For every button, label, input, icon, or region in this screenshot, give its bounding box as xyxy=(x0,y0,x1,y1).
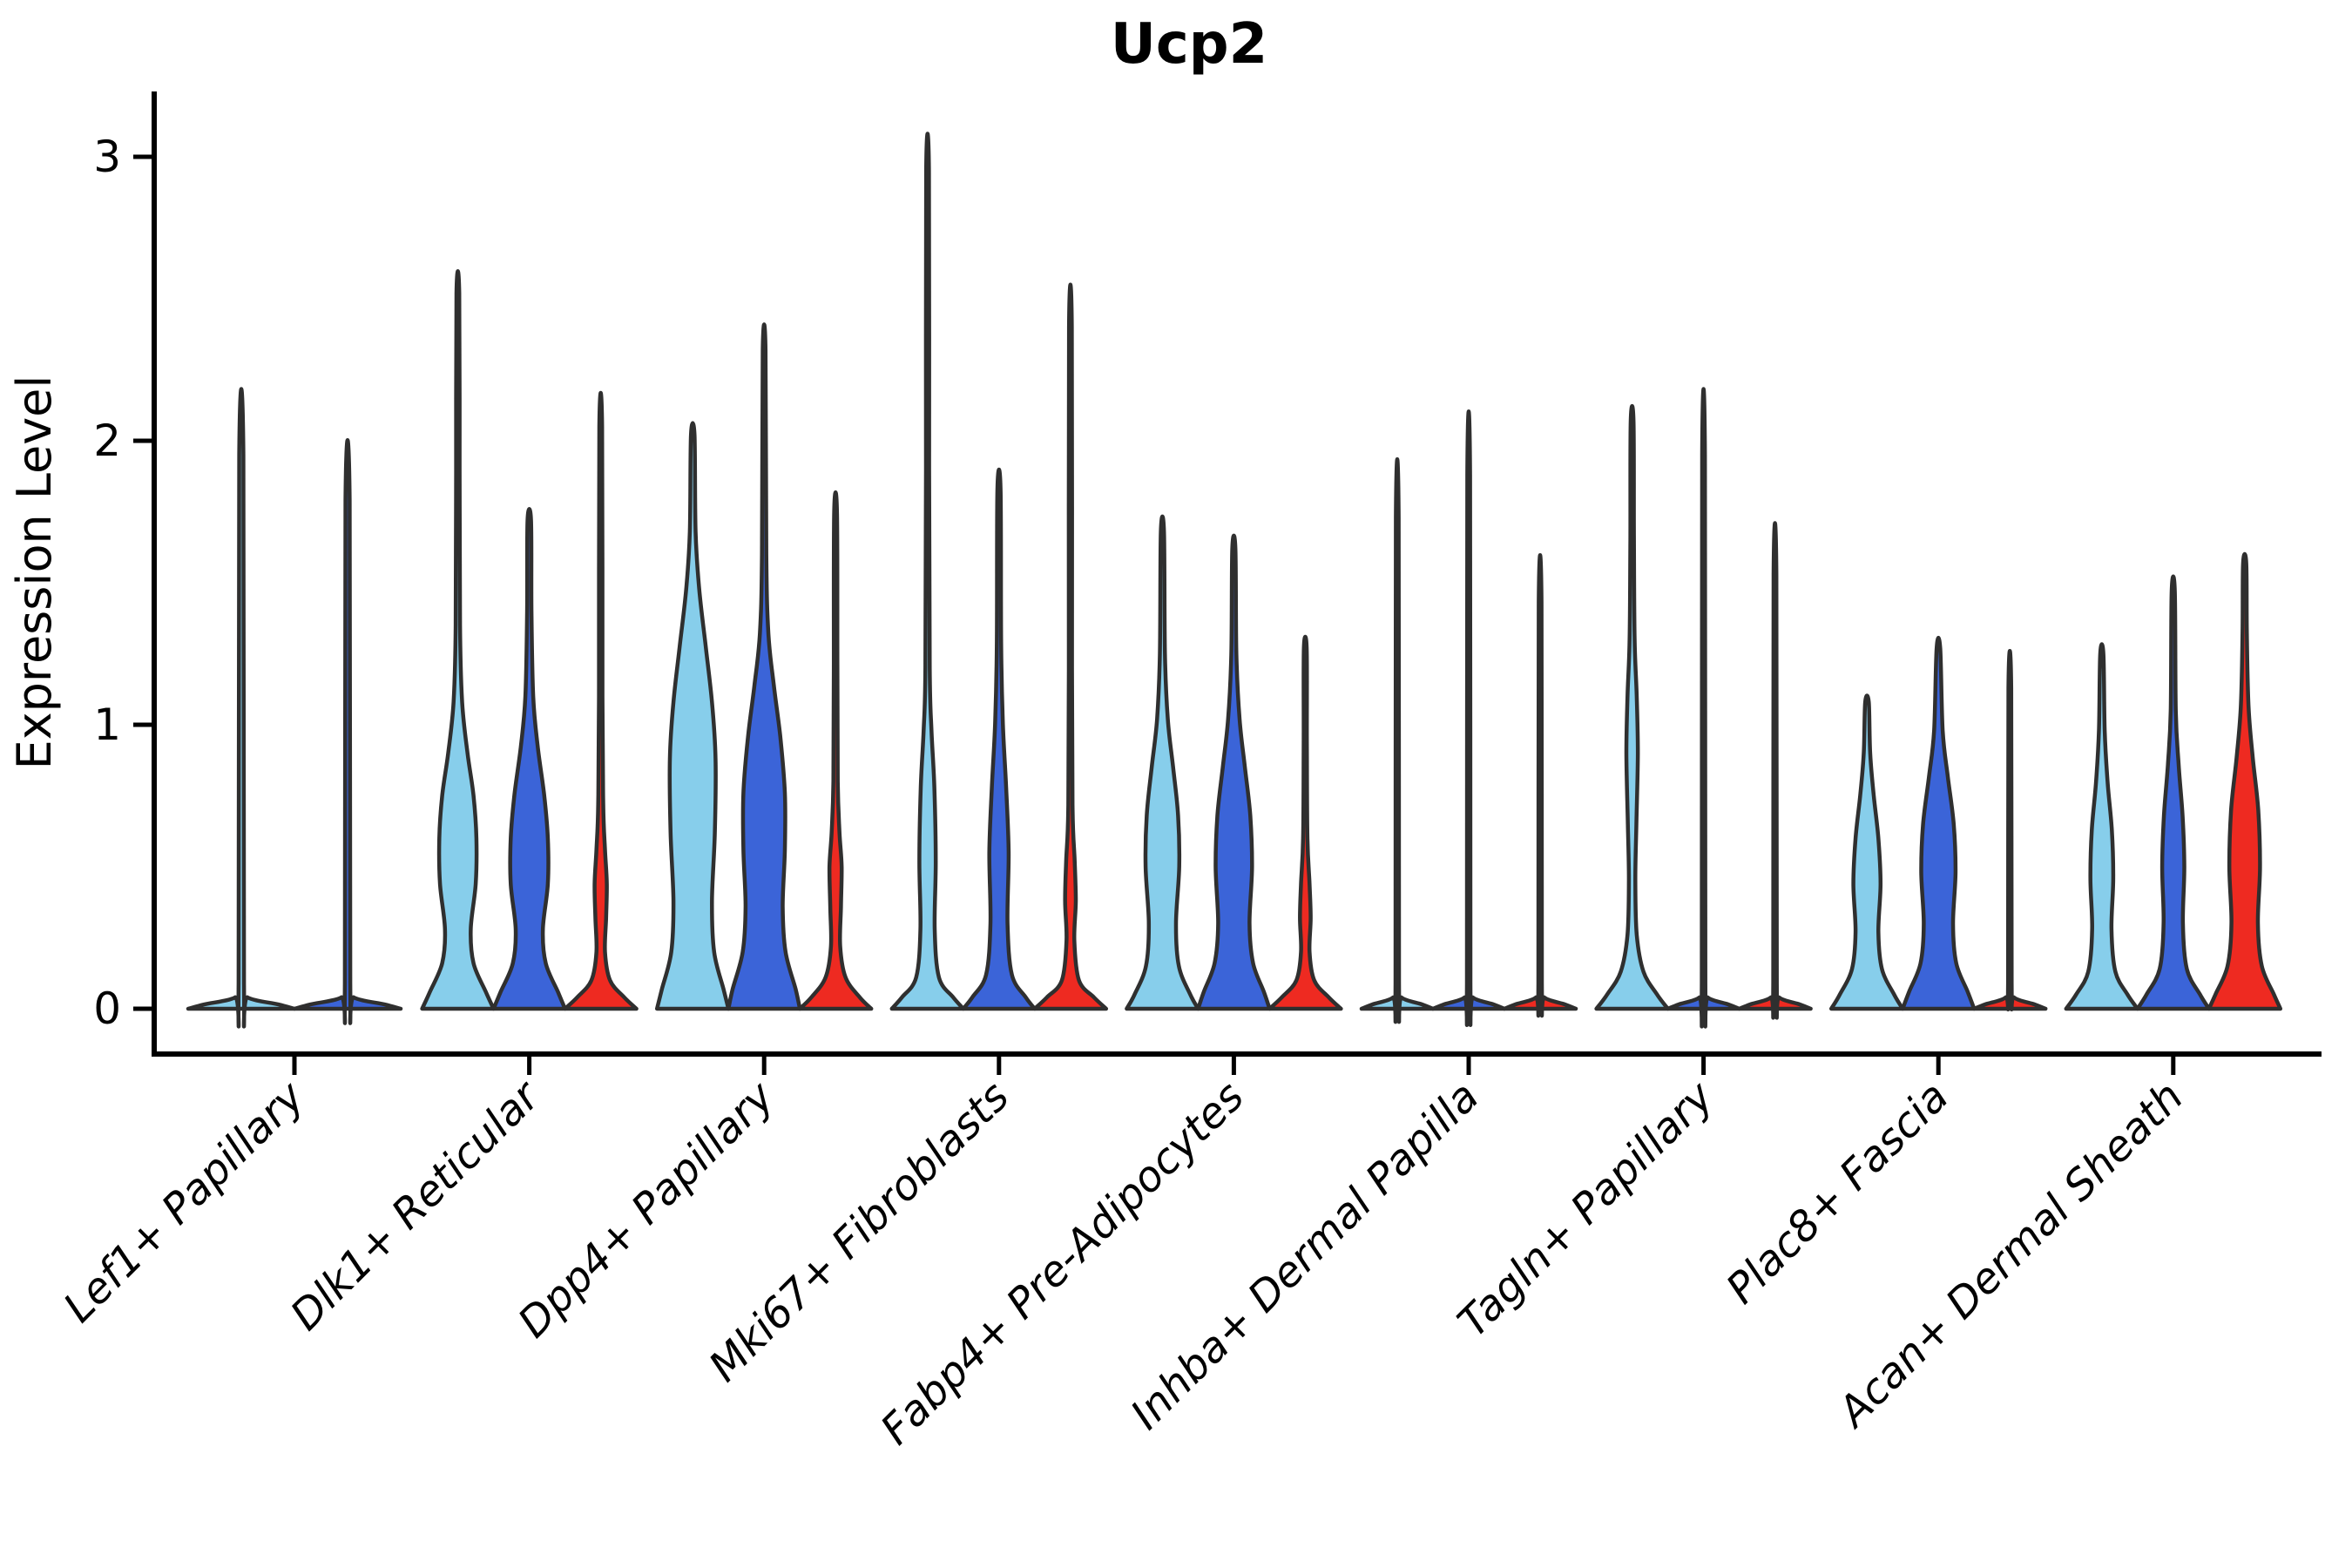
y-tick-label: 0 xyxy=(93,983,121,1034)
y-tick-label: 3 xyxy=(93,132,121,182)
x-tick-label-8: Plac8+ Fascia xyxy=(1717,1072,1958,1314)
violin-6-light_blue xyxy=(1359,456,1436,1024)
violin-2-light_blue xyxy=(420,269,496,1011)
violin-7-dark_blue xyxy=(1666,387,1741,1029)
x-tick-label-2: Dlk1+ Reticular xyxy=(281,1071,551,1341)
violin-4-light_blue xyxy=(889,132,966,1011)
violin-1-light_blue xyxy=(186,387,297,1029)
violin-8-light_blue xyxy=(1828,693,1905,1011)
x-tick-label-1: Lef1+ Papillary xyxy=(54,1071,314,1332)
violin-9-dark_blue xyxy=(2135,574,2212,1011)
violin-9-light_blue xyxy=(2064,642,2140,1011)
violin-8-red xyxy=(1971,649,2048,1011)
violin-8-dark_blue xyxy=(1900,635,1977,1011)
violin-3-dark_blue xyxy=(726,322,802,1011)
violin-3-red xyxy=(797,490,874,1011)
y-tick-label: 2 xyxy=(93,416,121,466)
violin-4-red xyxy=(1032,282,1109,1011)
violin-6-red xyxy=(1502,553,1578,1018)
x-tick-label-7: Tagln+ Papillary xyxy=(1449,1071,1724,1347)
violin-6-dark_blue xyxy=(1430,409,1507,1027)
violin-3-light_blue xyxy=(654,421,731,1011)
violin-9-red xyxy=(2207,551,2283,1011)
violin-2-red xyxy=(563,391,639,1011)
violin-7-light_blue xyxy=(1594,403,1670,1011)
violin-7-red xyxy=(1737,521,1813,1020)
y-tick-label: 1 xyxy=(93,700,121,750)
violin-5-dark_blue xyxy=(1196,533,1272,1011)
chart-title: Ucp2 xyxy=(1111,12,1267,77)
violin-4-dark_blue xyxy=(961,467,1037,1011)
violin-5-red xyxy=(1267,634,1343,1011)
x-tick-label-3: Dpp4+ Papillary xyxy=(509,1071,784,1347)
violin-1-dark_blue xyxy=(292,437,403,1025)
violin-2-dark_blue xyxy=(491,507,567,1011)
y-axis-label: Expression Level xyxy=(7,375,62,770)
violin-5-light_blue xyxy=(1125,514,1200,1011)
